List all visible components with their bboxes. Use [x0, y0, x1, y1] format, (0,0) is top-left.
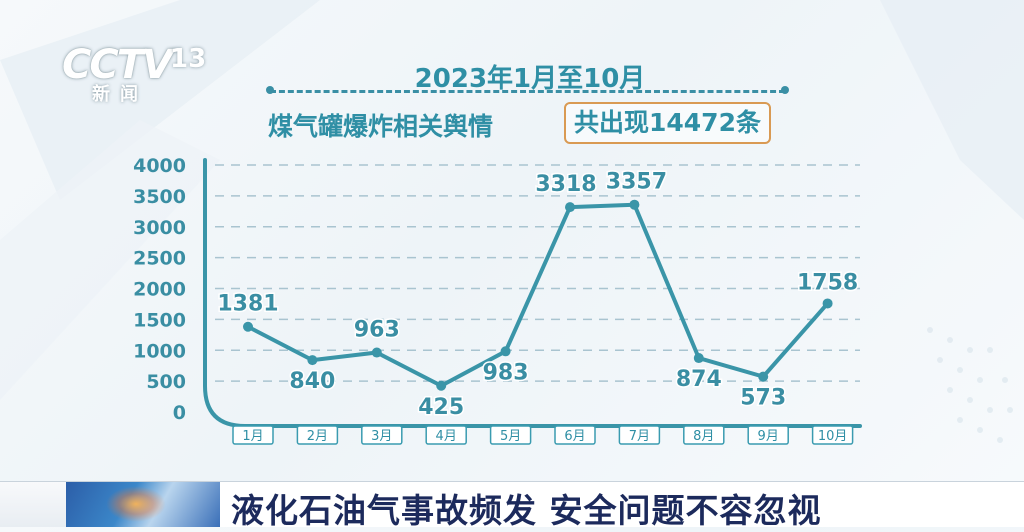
logo-channel-name: 新闻: [92, 84, 148, 105]
chart-header: 2023年1月至10月 煤气罐爆炸相关舆情 共出现14472条: [0, 0, 1024, 150]
chart-grid: [215, 164, 860, 382]
data-point: [371, 347, 382, 358]
y-tick-label: 2500: [133, 248, 186, 270]
x-category-label: 2月: [307, 429, 328, 444]
data-point: [307, 355, 318, 366]
y-tick-label: 3500: [133, 186, 186, 208]
x-category-label: 8月: [693, 429, 714, 444]
y-tick-label: 4000: [133, 155, 186, 177]
data-label: 1758: [797, 270, 858, 295]
x-category-box: [232, 425, 274, 445]
divider-dot-left: [266, 86, 274, 94]
total-count-badge: 共出现14472条: [564, 102, 771, 144]
data-point: [629, 199, 640, 210]
x-category-label: 7月: [629, 429, 650, 444]
data-point: [693, 353, 704, 364]
data-label: 963: [354, 318, 400, 343]
data-point: [758, 371, 769, 382]
chart-period-title: 2023年1月至10月: [414, 64, 646, 94]
y-tick-label: 0: [173, 402, 186, 424]
data-point: [436, 380, 447, 391]
y-tick-label: 1500: [133, 309, 186, 331]
y-tick-label: 1000: [133, 340, 186, 362]
data-point: [500, 346, 511, 357]
x-category-box: [747, 425, 789, 445]
data-point: [565, 202, 575, 213]
x-category-label: 9月: [758, 429, 779, 444]
x-category-box: [489, 425, 532, 445]
x-category-box: [296, 425, 339, 445]
x-category-box: [811, 425, 854, 445]
data-label: 983: [483, 360, 529, 385]
x-category-label: 1月: [242, 429, 263, 444]
data-label: 3357: [606, 170, 667, 195]
y-tick-label: 500: [146, 371, 186, 393]
x-category-box: [683, 425, 725, 445]
logo-brand: CCTV: [62, 42, 173, 88]
x-category-label: 4月: [436, 429, 457, 444]
divider-dot-right: [781, 86, 789, 94]
data-label: 425: [418, 395, 464, 420]
news-ticker-bar: 液化石油气事故频发 安全问题不容忽视: [0, 481, 1024, 530]
chart-series: [243, 199, 833, 391]
x-category-box: [425, 425, 467, 445]
x-category-label: 5月: [500, 429, 521, 444]
logo-channel-number: 13: [170, 44, 207, 74]
x-category-label: 3月: [371, 429, 392, 444]
cctv-logo: CCTV 13 新闻: [62, 42, 206, 105]
chart-topic-title: 煤气罐爆炸相关舆情: [268, 112, 494, 141]
data-label: 3318: [535, 172, 596, 197]
data-label: 1381: [217, 292, 278, 317]
headline-panel: 液化石油气事故频发 安全问题不容忽视: [220, 482, 1024, 530]
x-category-box: [361, 425, 403, 445]
x-category-box: [554, 425, 596, 445]
data-label: 573: [740, 386, 786, 411]
data-point: [243, 321, 253, 332]
data-labels: 1381 840 963 425 983 3318 3357 874 573 1758: [216, 168, 860, 421]
data-label: 840: [289, 369, 335, 394]
x-axis-categories: 1月 2月 3月 4月 5月 6月 7月 8月 9月 10月: [232, 425, 854, 445]
data-label: 874: [676, 367, 722, 392]
header-dashed-divider: [270, 90, 785, 93]
x-category-label: 10月: [818, 429, 848, 444]
y-tick-label: 3000: [133, 217, 186, 239]
y-axis-ticks: 0 500 1000 1500 2000 2500 3000 3500 4000: [133, 155, 186, 424]
series-line: [247, 202, 830, 388]
x-category-box: [618, 425, 661, 445]
news-headline: 液化石油气事故频发 安全问题不容忽视: [231, 491, 822, 530]
x-category-label: 6月: [564, 429, 585, 444]
news-thumbnail: [66, 482, 220, 527]
data-point: [822, 298, 833, 309]
y-tick-label: 2000: [133, 279, 186, 301]
